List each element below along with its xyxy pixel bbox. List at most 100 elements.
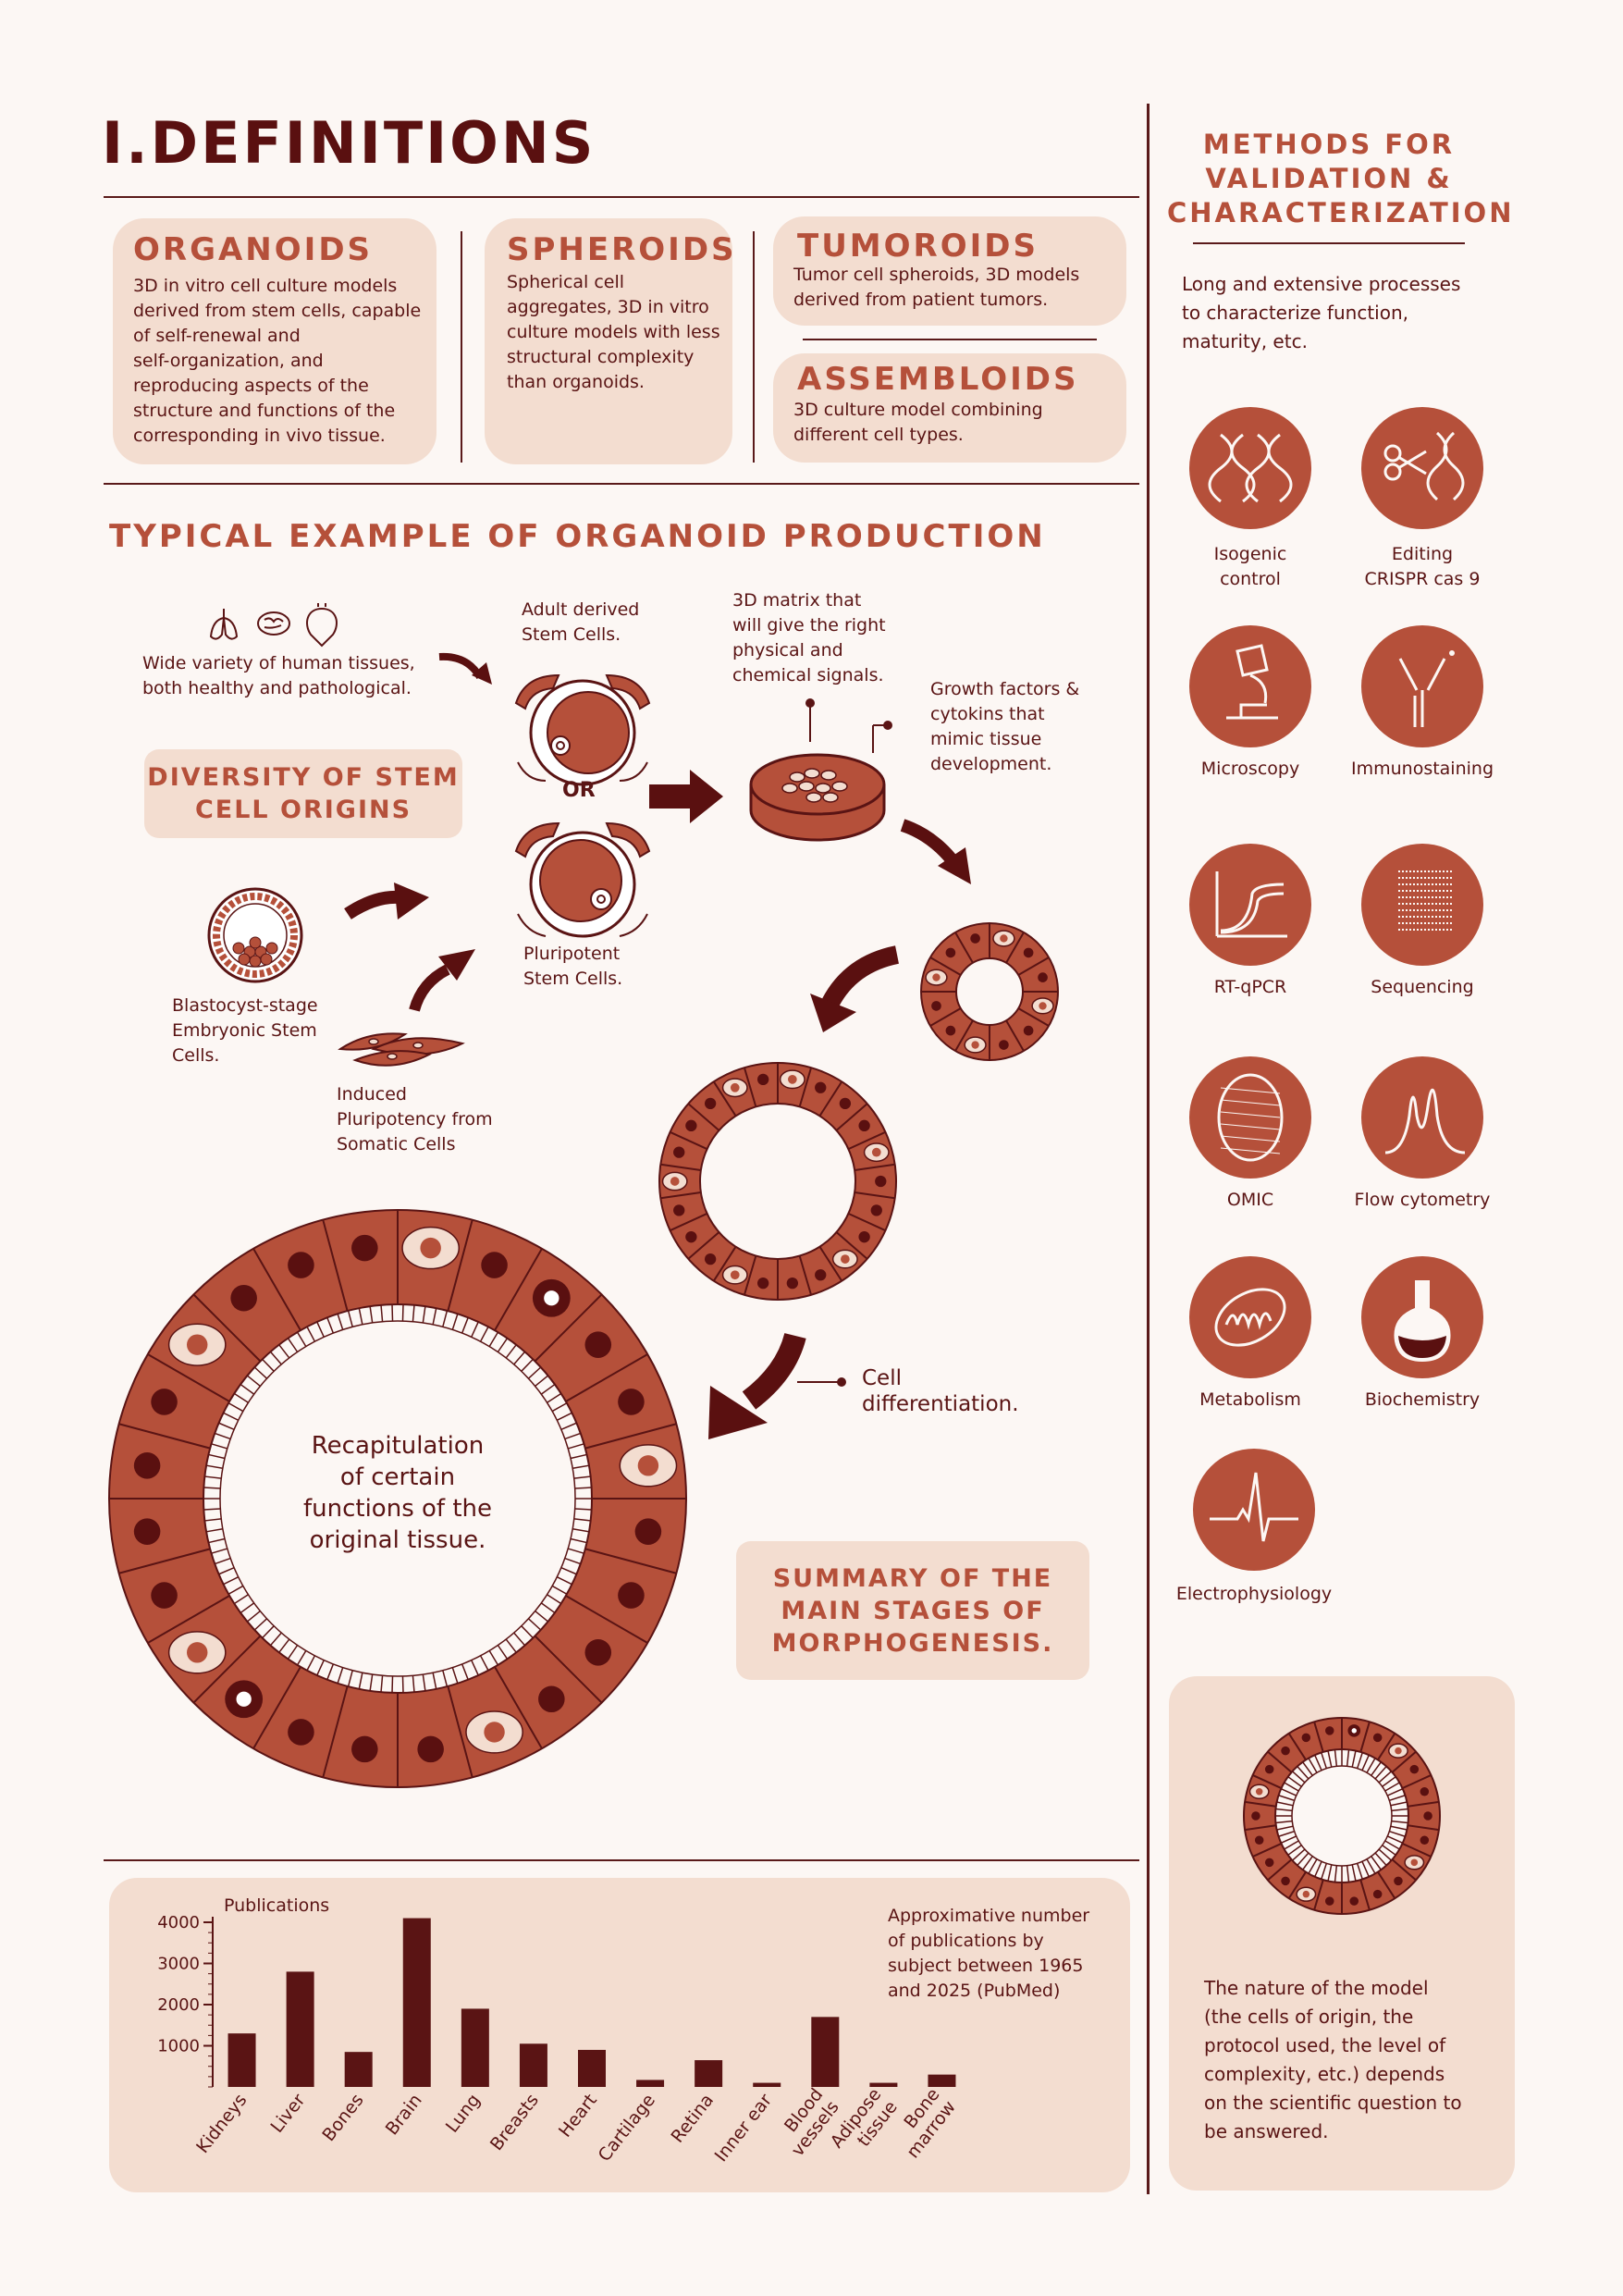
- summary-pill: SUMMARY OF THE MAIN STAGES OF MORPHOGENE…: [736, 1541, 1089, 1680]
- growth-label: Growth factors & cytokins that mimic tis…: [930, 677, 1079, 777]
- text-line: corresponding in vivo tissue.: [133, 426, 386, 446]
- text-line: subject between 1965: [888, 1956, 1084, 1976]
- card-title: ORGANOIDS: [133, 231, 374, 268]
- text-line: control: [1220, 569, 1281, 589]
- text-line: than organoids.: [507, 372, 645, 392]
- method-label: Electrophysiology: [1157, 1582, 1351, 1607]
- text-line: 3D matrix that: [732, 590, 862, 611]
- adult-stem-label: Adult derived Stem Cells.: [522, 598, 639, 648]
- arrow-down-icon: [900, 819, 971, 884]
- divider: [104, 1859, 1139, 1861]
- somatic-cells-icon: [338, 1032, 465, 1067]
- card-text: Spherical cell aggregates, 3D in vitro c…: [507, 270, 720, 395]
- text-line: Immunostaining: [1350, 759, 1494, 779]
- card-title: SPHEROIDS: [507, 231, 737, 268]
- curve-graph-icon: [1189, 844, 1311, 966]
- divider: [753, 231, 755, 463]
- page-title: I.DEFINITIONS: [102, 109, 596, 177]
- section-title: TYPICAL EXAMPLE OF ORGANOID PRODUCTION: [109, 518, 1046, 555]
- text-line: and 2025 (PubMed): [888, 1981, 1061, 2001]
- y-tick-label: 1000: [157, 2037, 200, 2056]
- bar: [344, 2052, 373, 2087]
- bar: [811, 2017, 840, 2087]
- card-tumoroids: TUMOROIDS Tumor cell spheroids, 3D model…: [773, 216, 1126, 326]
- text-line: Growth factors &: [930, 679, 1080, 699]
- text-line: 3D in vitro cell culture models: [133, 276, 398, 296]
- text-line: METHODS FOR: [1202, 129, 1456, 160]
- card-text: 3D in vitro cell culture models derived …: [133, 274, 421, 449]
- divider: [1193, 242, 1465, 244]
- method-label: Flow cytometry: [1325, 1188, 1519, 1213]
- induced-label: Induced Pluripotency from Somatic Cells: [337, 1082, 493, 1157]
- bar: [695, 2060, 723, 2087]
- bar: [869, 2082, 898, 2087]
- x-tick-label: Inner ear: [711, 2090, 777, 2166]
- petri-dish-icon: [749, 698, 892, 842]
- text-line: functions of the: [302, 1495, 492, 1523]
- x-tick-label: Bloodvessels: [771, 2084, 843, 2160]
- arrow-down-left-icon: [708, 1332, 846, 1439]
- note-text: The nature of the model (the cells of or…: [1204, 1974, 1462, 2146]
- bar: [753, 2082, 781, 2087]
- bar: [578, 2049, 606, 2087]
- text-line: SUMMARY OF THE: [772, 1563, 1053, 1593]
- x-tick-label: Lung: [442, 2091, 485, 2137]
- text-line: DIVERSITY OF STEM: [147, 763, 460, 792]
- text-line: MORPHOGENESIS.: [771, 1628, 1054, 1658]
- recap-label: Recapitulation of certain functions of t…: [277, 1430, 518, 1556]
- text-line: derived from patient tumors.: [793, 290, 1049, 310]
- text-line: aggregates, 3D in vitro: [507, 297, 709, 317]
- text-line: CELL ORIGINS: [194, 796, 412, 824]
- text-line: both healthy and pathological.: [142, 678, 412, 698]
- dna-icon: [1189, 407, 1311, 529]
- text-line: maturity, etc.: [1182, 330, 1308, 352]
- text-line: original tissue.: [309, 1526, 486, 1554]
- card-title: TUMOROIDS: [797, 228, 1039, 265]
- text-line: Flow cytometry: [1354, 1190, 1491, 1210]
- text-line: of self-renewal and: [133, 326, 301, 346]
- large-organoid-icon: [108, 1209, 687, 1788]
- arrow-down-left-icon: [810, 945, 900, 1032]
- text-line: Pluripotency from: [337, 1109, 493, 1129]
- matrix-label: 3D matrix that will give the right physi…: [732, 588, 886, 688]
- text-line: Long and extensive processes: [1182, 273, 1461, 295]
- card-assembloids: ASSEMBLOIDS 3D culture model combining d…: [773, 353, 1126, 463]
- x-tick-label: Breasts: [486, 2091, 543, 2155]
- text-line: Blastocyst-stage: [172, 995, 318, 1016]
- text-line: 3D culture model combining: [793, 400, 1043, 420]
- text-line: Isogenic: [1213, 544, 1287, 564]
- pluripotent-stem-cell-icon: [514, 821, 651, 938]
- method-label: Isogenic control: [1153, 542, 1347, 592]
- text-line: chemical signals.: [732, 665, 884, 685]
- arrow-up-right-icon: [409, 949, 475, 1012]
- text-line: Cell: [862, 1366, 902, 1390]
- card-organoids: ORGANOIDS 3D in vitro cell culture model…: [113, 218, 436, 464]
- text-line: Recapitulation: [311, 1432, 485, 1460]
- text-line: cytokins that: [930, 704, 1045, 724]
- text-line: of publications by: [888, 1931, 1044, 1951]
- text-line: Electrophysiology: [1175, 1584, 1333, 1604]
- text-line: Pluripotent: [523, 944, 621, 964]
- y-tick-label: 4000: [157, 1913, 200, 1932]
- x-tick-label: Adiposetissue: [827, 2084, 902, 2164]
- flask-icon: [1361, 1256, 1483, 1378]
- chart-note: Approximative number of publications by …: [888, 1904, 1089, 2004]
- text-line: Stem Cells.: [522, 624, 621, 645]
- x-tick-label: Heart: [555, 2091, 601, 2142]
- text-line: mimic tissue: [930, 729, 1042, 749]
- text-line: Wide variety of human tissues,: [142, 653, 415, 673]
- card-text: 3D culture model combining different cel…: [793, 398, 1043, 448]
- x-tick-label: Kidneys: [192, 2091, 251, 2157]
- blastocyst-icon: [207, 887, 303, 983]
- card-title: ASSEMBLOIDS: [797, 361, 1079, 398]
- text-line: The nature of the model: [1204, 1977, 1429, 1999]
- diversity-pill: DIVERSITY OF STEM CELL ORIGINS: [144, 749, 462, 838]
- text-line: differentiation.: [862, 1392, 1019, 1416]
- method-label: Immunostaining: [1325, 757, 1519, 782]
- text-line: VALIDATION &: [1205, 163, 1453, 194]
- text-line: (the cells of origin, the: [1204, 2006, 1414, 2028]
- differentiation-label: Cell differentiation.: [862, 1365, 1019, 1417]
- vertical-divider: [1147, 104, 1150, 2194]
- text-line: self-organization, and: [133, 351, 324, 371]
- organs-icon: [209, 603, 338, 648]
